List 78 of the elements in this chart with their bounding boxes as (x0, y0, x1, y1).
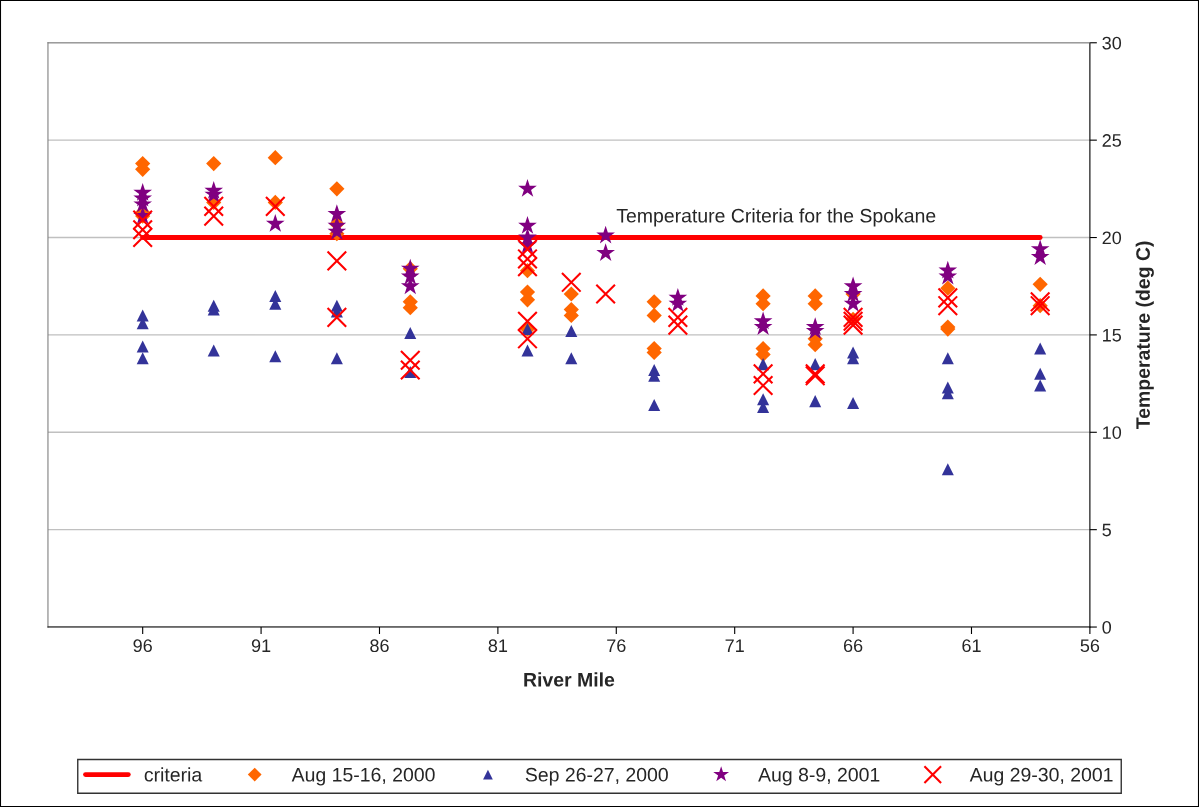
x-tick-label: 76 (607, 639, 626, 653)
point (563, 286, 579, 302)
legend-label: Aug 8-9, 2001 (758, 767, 880, 786)
point (752, 363, 774, 385)
point (667, 307, 689, 328)
point (265, 214, 285, 232)
x-tick-label: 81 (488, 639, 508, 653)
point (667, 314, 689, 336)
point (1032, 276, 1048, 292)
point (132, 227, 154, 248)
point (404, 326, 417, 339)
point (596, 225, 615, 244)
y-axis-title: Temperature (deg C) (1135, 241, 1154, 430)
point (399, 349, 421, 371)
point (326, 250, 348, 272)
point (595, 283, 616, 305)
y-tick-label: 0 (1102, 620, 1112, 634)
y-tick-label: 10 (1103, 426, 1122, 439)
x-tick-label: 91 (251, 639, 271, 653)
point (517, 248, 538, 270)
point (517, 256, 538, 278)
y-tick-label: 20 (1102, 231, 1122, 245)
point (207, 344, 220, 357)
point (646, 294, 662, 310)
point (132, 209, 154, 231)
point (136, 340, 149, 353)
point (326, 307, 348, 328)
point (937, 295, 959, 317)
y-tick-label: 5 (1102, 523, 1111, 537)
point (327, 204, 347, 223)
point (752, 375, 774, 396)
y-tick-label: 30 (1102, 36, 1122, 50)
point (809, 395, 822, 408)
legend-label: Sep 26-27, 2000 (525, 767, 668, 786)
legend-label: Aug 15-16, 2000 (291, 767, 435, 786)
point (646, 307, 662, 324)
point (1034, 367, 1047, 380)
y-tick-label: 15 (1103, 329, 1122, 342)
point (517, 310, 538, 332)
point (132, 219, 154, 241)
point (941, 463, 954, 476)
point (847, 397, 860, 410)
point (518, 216, 537, 234)
point (203, 196, 225, 217)
point (941, 352, 954, 365)
point (1034, 379, 1047, 392)
point (1034, 342, 1047, 355)
point (399, 359, 421, 381)
x-tick-label: 86 (370, 639, 389, 653)
point (648, 399, 661, 412)
point (267, 150, 283, 166)
point (329, 181, 345, 197)
point (518, 179, 537, 197)
point (203, 205, 225, 227)
legend-label: criteria (144, 767, 203, 782)
x-tick-label: 61 (962, 639, 981, 653)
point (596, 243, 615, 262)
point (269, 350, 282, 363)
annotation: Temperature Criteria for the Spokane (616, 208, 936, 227)
point (940, 280, 956, 296)
point (206, 155, 222, 172)
y-tick-label: 25 (1102, 134, 1122, 147)
point (517, 238, 538, 260)
point (136, 352, 149, 365)
point (330, 352, 343, 365)
point (565, 325, 578, 338)
x-tick-label: 96 (133, 639, 152, 653)
point (517, 328, 538, 350)
legend-label: Aug 29-30, 2001 (969, 767, 1113, 786)
x-tick-label: 71 (725, 639, 744, 652)
point (264, 196, 286, 217)
point (521, 344, 534, 357)
x-tick-label: 66 (843, 639, 863, 653)
point (565, 352, 578, 365)
point (560, 271, 582, 293)
x-tick-label: 56 (1080, 639, 1100, 653)
x-axis-title: River Mile (524, 672, 615, 687)
point (937, 287, 959, 309)
